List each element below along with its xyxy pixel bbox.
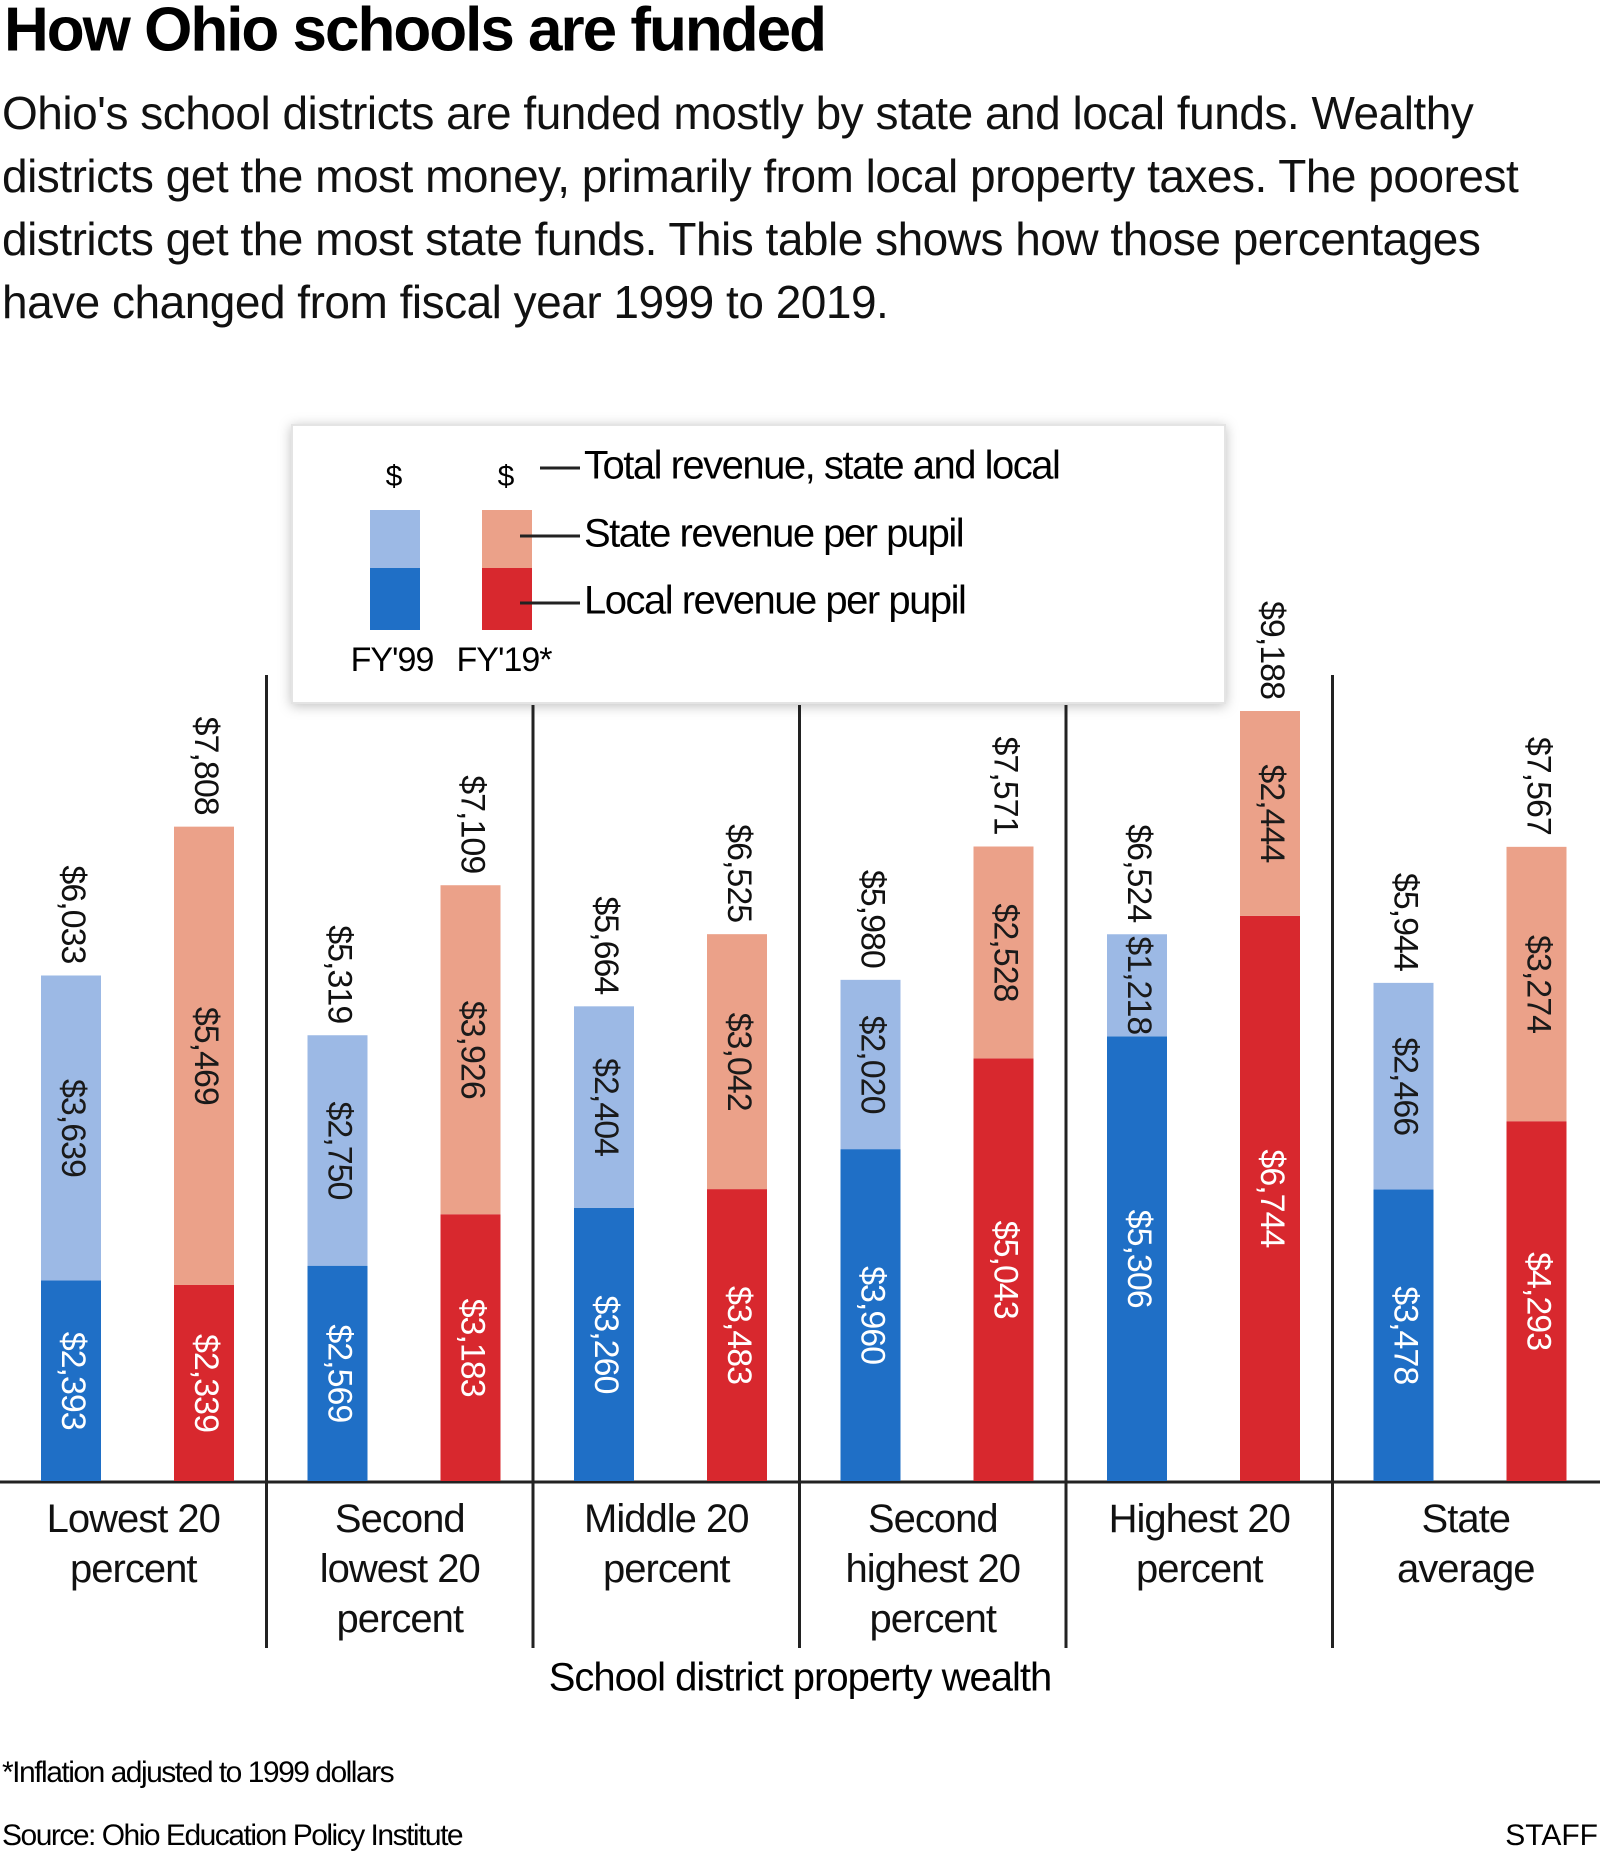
bar-state bbox=[1240, 711, 1300, 916]
bar-state bbox=[307, 1035, 368, 1266]
bar-local bbox=[41, 1280, 101, 1481]
source: Source: Ohio Education Policy Institute bbox=[2, 1819, 463, 1852]
x-tick-label: State average bbox=[1396, 1497, 1536, 1591]
legend-swatch bbox=[482, 568, 532, 630]
value-label: $1,218 bbox=[1120, 936, 1158, 1034]
total-label: $6,525 bbox=[720, 824, 758, 922]
footnote: *Inflation adjusted to 1999 dollars bbox=[2, 1756, 394, 1789]
legend-swatch bbox=[370, 510, 420, 568]
legend-label: FY'99 bbox=[351, 641, 434, 679]
bar-local bbox=[1240, 915, 1300, 1481]
bar-state bbox=[174, 826, 234, 1285]
legend-label: Total revenue, state and local bbox=[584, 444, 1059, 488]
bar-local bbox=[1107, 1036, 1167, 1481]
value-label: $5,043 bbox=[987, 1221, 1025, 1319]
bar-state bbox=[707, 934, 767, 1190]
legend-label: State revenue per pupil bbox=[584, 512, 963, 556]
value-label: $3,478 bbox=[1387, 1286, 1425, 1384]
x-tick-label: Middle 20 percent bbox=[584, 1497, 749, 1591]
bar-local bbox=[174, 1284, 234, 1481]
bar-state bbox=[1506, 846, 1567, 1122]
legend-label: FY'19* bbox=[457, 641, 553, 679]
x-tick-label: Lowest 20 percent bbox=[46, 1497, 221, 1591]
bar-local bbox=[707, 1189, 767, 1481]
value-label: $5,306 bbox=[1120, 1210, 1158, 1308]
value-label: $6,744 bbox=[1253, 1149, 1291, 1247]
total-label: $6,524 bbox=[1120, 824, 1158, 922]
value-label: $4,293 bbox=[1520, 1252, 1558, 1350]
bar-state bbox=[440, 885, 501, 1215]
total-label: $7,808 bbox=[187, 717, 225, 815]
bar-local bbox=[973, 1058, 1034, 1481]
bar-local bbox=[1373, 1189, 1434, 1481]
bar-local bbox=[440, 1214, 501, 1481]
value-label: $2,020 bbox=[854, 1015, 892, 1113]
legend-swatch bbox=[370, 568, 420, 630]
total-label: $7,567 bbox=[1520, 737, 1558, 835]
total-label: $5,980 bbox=[854, 870, 892, 968]
legend-swatch bbox=[482, 510, 532, 568]
x-tick-label: Second highest 20 percent bbox=[845, 1497, 1021, 1641]
bar-state bbox=[840, 979, 901, 1150]
x-axis-label: School district property wealth bbox=[549, 1656, 1052, 1700]
value-label: $3,960 bbox=[854, 1266, 892, 1364]
bar-state bbox=[973, 846, 1034, 1059]
value-label: $3,639 bbox=[54, 1079, 92, 1177]
legend-symbol: $ bbox=[386, 460, 403, 493]
total-label: $5,944 bbox=[1387, 873, 1425, 971]
bar-state bbox=[1107, 934, 1167, 1037]
value-label: $2,528 bbox=[987, 903, 1025, 1001]
value-label: $3,260 bbox=[587, 1295, 625, 1393]
credit: STAFF bbox=[1505, 1819, 1598, 1852]
value-label: $2,750 bbox=[321, 1101, 359, 1199]
bar-local bbox=[574, 1207, 634, 1481]
total-label: $9,188 bbox=[1253, 601, 1291, 699]
value-label: $3,926 bbox=[454, 1001, 492, 1099]
value-label: $2,339 bbox=[187, 1334, 225, 1432]
total-label: $6,033 bbox=[54, 865, 92, 963]
bar-local bbox=[1506, 1121, 1567, 1481]
legend-symbol: $ bbox=[498, 460, 515, 493]
value-label: $3,042 bbox=[720, 1013, 758, 1111]
value-label: $3,274 bbox=[1520, 935, 1558, 1033]
bar-state bbox=[41, 975, 101, 1281]
total-label: $5,664 bbox=[587, 896, 625, 994]
total-label: $7,571 bbox=[987, 737, 1025, 835]
chart-title: How Ohio schools are funded bbox=[4, 0, 825, 64]
x-tick-label: Highest 20 percent bbox=[1108, 1497, 1291, 1591]
value-label: $2,444 bbox=[1253, 764, 1291, 862]
x-tick-label: Second lowest 20 percent bbox=[319, 1497, 481, 1641]
bar-state bbox=[1373, 982, 1434, 1190]
value-label: $2,404 bbox=[587, 1058, 625, 1156]
legend-box bbox=[291, 424, 1226, 704]
total-label: $7,109 bbox=[454, 775, 492, 873]
value-label: $2,569 bbox=[321, 1324, 359, 1422]
bar-state bbox=[574, 1006, 634, 1208]
value-label: $3,483 bbox=[720, 1286, 758, 1384]
value-label: $2,466 bbox=[1387, 1037, 1425, 1135]
bar-local bbox=[840, 1149, 901, 1481]
value-label: $5,469 bbox=[187, 1007, 225, 1105]
subtitle: Ohio's school districts are funded mostl… bbox=[2, 87, 1519, 328]
value-label: $3,183 bbox=[454, 1299, 492, 1397]
value-label: $2,393 bbox=[54, 1332, 92, 1430]
bar-local bbox=[307, 1265, 368, 1481]
legend-label: Local revenue per pupil bbox=[584, 579, 965, 623]
total-label: $5,319 bbox=[321, 925, 359, 1023]
